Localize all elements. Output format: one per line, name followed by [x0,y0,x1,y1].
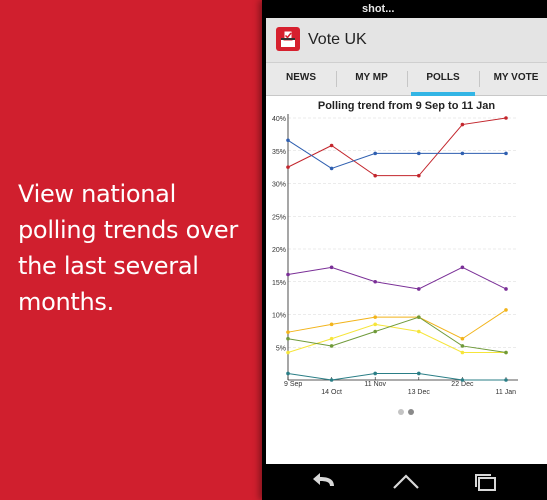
data-point [329,143,334,148]
y-tick-label: 5% [276,345,286,352]
tab-polls[interactable]: POLLS [407,63,479,96]
y-tick-label: 15% [272,280,286,287]
data-point [286,371,290,376]
status-bar: shot... [262,0,547,18]
poll-chart[interactable]: Polling trend from 9 Sep to 11 Jan 5% 10%… [266,98,547,418]
x-tick-label: 13 Dec [408,389,431,396]
data-point [286,330,290,334]
ballot-box-icon[interactable] [276,27,300,51]
series-line [287,266,507,290]
data-point [373,371,377,376]
y-tick-label: 35% [272,149,286,156]
data-point [460,122,465,127]
data-point [460,344,465,348]
tab-divider [479,71,480,87]
data-point [373,322,377,327]
data-point [329,344,334,348]
series-line [287,309,507,340]
tab-my-mp-label: MY MP [355,72,388,83]
data-point [504,116,508,120]
x-tick-label: 11 Jan [496,389,517,396]
data-point [417,371,421,376]
y-tick-label: 10% [272,313,286,320]
home-icon[interactable] [386,470,426,494]
data-point [460,265,465,270]
back-icon[interactable] [306,470,346,494]
y-tick-label: 40% [272,116,286,123]
chart-title: Polling trend from 9 Sep to 11 Jan [317,100,496,112]
page-dot-active [408,409,414,415]
tab-my-vote[interactable]: MY VOTE [479,63,547,95]
series-line [287,117,507,177]
app-title: Vote UK [308,31,367,48]
data-point [373,279,377,284]
active-tab-indicator [411,92,475,96]
data-point [460,151,465,156]
data-point [417,329,421,334]
x-tick-label: 11 Nov [364,381,386,388]
data-point [329,322,334,327]
data-point [329,336,334,341]
tab-news-label: NEWS [286,72,316,83]
data-point [417,173,421,178]
data-point [504,287,508,291]
recent-apps-icon[interactable] [466,470,506,494]
data-point [504,151,508,156]
data-point [460,336,465,341]
tab-news[interactable]: NEWS [266,63,336,95]
data-point [504,308,508,312]
x-tick-label: 22 Dec [451,381,474,388]
tab-divider [407,71,408,87]
action-bar: Vote UK [266,18,547,63]
tab-divider [336,71,337,87]
y-tick-label: 20% [272,247,286,254]
data-point [373,173,377,178]
data-point [373,151,377,156]
data-point [417,287,421,291]
data-point [504,350,508,355]
data-point [504,378,508,382]
data-point [373,315,377,319]
data-point [417,151,421,156]
tab-bar: NEWS MY MP POLLS MY VOTE [266,63,547,96]
tab-my-vote-label: MY VOTE [493,72,539,83]
page-indicator [266,407,547,417]
data-point [460,378,465,382]
tab-polls-label: POLLS [426,72,460,83]
series-line [287,372,506,381]
data-point [286,272,290,277]
data-point [286,336,290,341]
y-tick-label: 25% [272,214,286,221]
page-dot [398,409,404,415]
promo-text: View national polling trends over the la… [18,180,238,316]
status-bar-text: shot... [362,3,395,15]
data-point [286,138,290,143]
chart-canvas: 5% 10% 15% 20% 25% 30% 35% 40% 9 Sep 14 Oct 11 Nov… [272,114,518,396]
y-tick-label: 30% [272,182,286,189]
data-point [373,329,377,334]
series-line [287,323,506,353]
data-point [329,166,334,171]
phone-frame: shot... Vote UK NEWS MY MP [262,0,547,500]
data-point [286,165,290,169]
series-line [287,139,506,169]
data-point [417,315,421,319]
x-tick-label: 14 Oct [321,389,342,396]
nav-bar [262,464,547,500]
data-point [460,350,465,355]
data-point [329,378,334,382]
data-point [286,350,290,355]
data-point [329,265,334,270]
tab-my-mp[interactable]: MY MP [336,63,407,95]
x-tick-label: 9 Sep [284,381,302,388]
app-screen: Vote UK NEWS MY MP POLLS MY VOTE Polling… [266,18,547,464]
series-line [287,316,507,353]
